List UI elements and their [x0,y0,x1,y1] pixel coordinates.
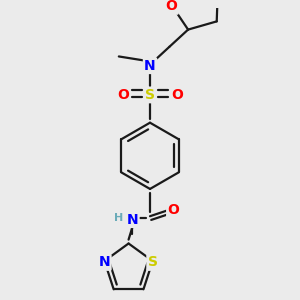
Text: N: N [127,213,138,227]
Text: N: N [99,256,110,269]
Text: S: S [148,256,158,269]
Text: O: O [167,203,179,217]
Text: O: O [117,88,129,102]
Text: O: O [171,88,183,102]
Text: S: S [145,88,155,102]
Text: O: O [166,0,177,14]
Text: N: N [144,59,156,73]
Text: H: H [114,213,124,223]
